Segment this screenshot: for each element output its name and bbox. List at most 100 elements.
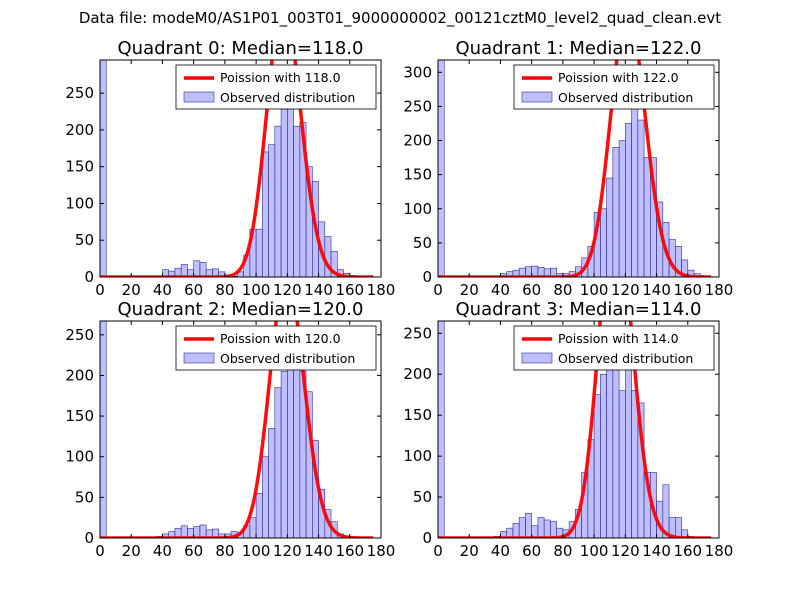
y-tick-label: 250 [403,97,432,115]
subplot-title: Quadrant 0: Median=118.0 [118,38,364,59]
y-tick-label: 200 [65,121,94,139]
x-tick-label: 180 [705,281,734,299]
subplot-quadrant-2: 0 20 40 60 80 100 120 140 160 180050100150200250Q… [65,299,396,560]
x-tick-label: 80 [553,281,572,299]
y-tick-label: 50 [413,488,432,506]
legend-label-poisson: Poission with 122.0 [558,70,679,85]
y-tick-label: 150 [403,406,432,424]
histogram-bar [268,427,276,538]
legend: Poission with 120.0 Observed distribution [175,325,377,371]
x-tick-label: 60 [522,542,541,560]
histogram-bar [212,528,219,538]
histogram-bar [518,517,526,538]
figure-title: Data file: modeM0/AS1P01_003T01_90000000… [79,9,721,28]
x-tick-label: 160 [673,542,702,560]
histogram-bar [550,521,557,538]
y-tick-label: 0 [422,529,432,547]
histogram-bar [287,92,294,277]
x-tick-label: 140 [304,542,333,560]
subplot-title: Quadrant 3: Median=114.0 [456,299,702,320]
x-tick-label: 80 [215,542,234,560]
x-tick-label: 40 [153,281,172,299]
x-tick-label: 40 [491,542,510,560]
y-tick-label: 200 [403,365,432,383]
y-tick-label: 0 [84,268,94,286]
legend: Poission with 118.0 Observed distribution [175,64,377,110]
axes-frame [437,320,720,539]
histogram-bar [631,390,639,538]
poisson-curve [100,60,374,277]
x-tick-label: 160 [673,281,702,299]
y-tick-label: 150 [65,407,94,425]
histogram-bar [512,522,520,538]
x-tick-label: 140 [642,542,671,560]
subplot-quadrant-3: 0 20 40 60 80 100 120 140 160 180050100150200250Q… [403,299,734,560]
y-tick-label: 100 [65,194,94,212]
y-tick-label: 300 [403,63,432,81]
x-tick-label: 80 [553,542,572,560]
subplot-quadrant-1: 0 20 40 60 80 100 120 140 160 1800501001502002503… [403,38,734,299]
histogram-bar [438,321,445,538]
legend-label-poisson: Poission with 114.0 [558,331,679,346]
histogram-bar [550,267,557,277]
x-tick-label: 160 [335,542,364,560]
y-tick-label: 100 [65,448,94,466]
x-tick-label: 20 [122,281,141,299]
histogram-bar [625,123,632,277]
histogram-bar [249,517,257,538]
subplot-title: Quadrant 1: Median=122.0 [456,38,702,59]
y-tick-label: 0 [422,268,432,286]
x-tick-label: 120 [273,281,302,299]
histogram-bar [100,60,107,277]
x-tick-label: 180 [705,542,734,560]
legend: Poission with 122.0 Observed distribution [513,64,715,110]
histogram-bar [199,524,207,538]
x-tick-label: 180 [367,542,396,560]
subplot-title: Quadrant 2: Median=120.0 [118,299,364,320]
legend-label-observed: Observed distribution [558,90,693,105]
histogram-bar [274,387,282,538]
x-tick-label: 120 [611,542,640,560]
x-tick-label: 60 [184,542,203,560]
x-tick-label: 60 [184,281,203,299]
poisson-curve [100,321,374,538]
legend: Poission with 114.0 Observed distribution [513,325,715,371]
histogram-bar [330,250,338,277]
x-tick-label: 100 [242,542,271,560]
x-tick-label: 0 [433,542,443,560]
axes-frame [437,59,720,278]
histogram-bar [618,140,626,277]
x-tick-label: 180 [367,281,396,299]
histogram-bar [255,228,263,277]
histogram-bar [293,367,301,538]
x-tick-label: 100 [242,281,271,299]
poisson-curve [438,321,712,538]
histogram-bar [280,371,288,538]
y-tick-label: 0 [84,529,94,547]
plot-area [100,60,374,277]
histogram-bar [618,390,626,538]
y-tick-label: 250 [65,84,94,102]
axes-frame [99,59,382,278]
histogram-bar [606,177,614,277]
legend-bar-swatch [521,91,553,103]
plot-area [438,60,712,277]
histogram-bar [255,492,263,538]
histogram-bar [293,125,301,277]
x-tick-label: 60 [522,281,541,299]
legend-label-observed: Observed distribution [558,351,693,366]
histogram-bar [180,264,188,277]
x-tick-label: 40 [491,281,510,299]
y-tick-label: 100 [403,200,432,218]
legend-label-poisson: Poission with 120.0 [220,331,341,346]
x-tick-label: 100 [580,281,609,299]
y-tick-label: 50 [75,488,94,506]
x-tick-label: 100 [580,542,609,560]
histogram-bar [525,513,532,538]
x-tick-label: 160 [335,281,364,299]
x-tick-label: 40 [153,542,172,560]
legend-label-poisson: Poission with 118.0 [220,70,341,85]
y-tick-label: 100 [403,447,432,465]
histogram-bar [662,484,670,538]
